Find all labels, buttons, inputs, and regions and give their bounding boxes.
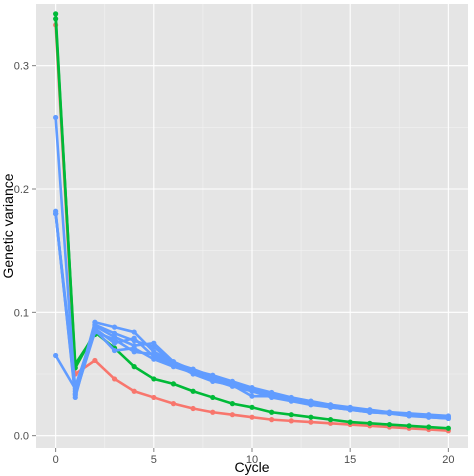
data-point — [308, 419, 314, 425]
data-point — [170, 381, 177, 387]
data-point — [210, 378, 216, 384]
series-9 — [53, 211, 451, 421]
y-tick-label: 0.2 — [14, 184, 29, 196]
data-point — [151, 356, 157, 362]
data-point — [327, 420, 334, 426]
data-point — [131, 388, 137, 394]
x-axis-title: Cycle — [234, 459, 269, 475]
data-point — [151, 376, 157, 382]
data-point — [131, 345, 137, 351]
y-axis: 0.0 0.1 0.2 0.3 — [14, 61, 36, 443]
data-point — [53, 211, 59, 217]
data-point — [327, 417, 334, 423]
data-point — [53, 352, 59, 359]
data-point — [151, 340, 157, 346]
data-point — [190, 405, 196, 412]
data-point — [269, 417, 275, 423]
data-point — [131, 335, 137, 341]
data-point — [327, 404, 334, 410]
data-point — [308, 414, 314, 420]
data-point — [131, 349, 137, 355]
data-point — [111, 376, 118, 382]
data-point — [111, 324, 118, 330]
x-tick-label: 20 — [442, 454, 454, 466]
data-point — [269, 409, 275, 415]
data-point — [92, 323, 98, 329]
data-point — [131, 364, 137, 370]
data-point — [151, 394, 157, 401]
x-tick-label: 10 — [246, 454, 258, 466]
data-point — [406, 413, 412, 419]
data-point — [210, 409, 216, 415]
data-point — [111, 347, 118, 354]
data-point — [111, 340, 118, 346]
data-point — [190, 371, 196, 377]
data-point — [53, 114, 59, 121]
data-point — [229, 401, 235, 407]
data-point — [347, 407, 353, 413]
x-tick-label: 5 — [151, 454, 157, 466]
x-tick-label: 15 — [344, 454, 356, 466]
data-point — [386, 421, 393, 428]
data-point — [406, 423, 412, 429]
data-point — [210, 394, 216, 401]
x-axis: 0 5 10 15 20 — [53, 448, 454, 466]
data-point — [367, 420, 373, 426]
data-point — [210, 372, 216, 378]
data-point — [347, 419, 353, 425]
data-point — [111, 336, 118, 343]
data-point — [170, 361, 177, 367]
y-axis-title: Genetic variance — [0, 173, 16, 278]
data-point — [53, 11, 59, 17]
data-point — [249, 388, 255, 394]
data-point — [445, 415, 451, 421]
series-layer — [53, 11, 451, 434]
data-point — [92, 357, 98, 364]
data-point — [170, 401, 177, 407]
y-tick-label: 0.3 — [14, 61, 29, 73]
data-point — [269, 393, 275, 399]
data-point — [229, 382, 235, 388]
data-point — [131, 329, 137, 335]
grid-major — [36, 4, 468, 448]
data-point — [288, 412, 294, 418]
data-point — [249, 414, 255, 420]
data-point — [288, 418, 294, 424]
data-point — [249, 393, 255, 399]
data-point — [72, 392, 78, 398]
data-point — [445, 425, 451, 431]
data-point — [229, 412, 235, 418]
data-point — [53, 16, 59, 22]
data-point — [426, 414, 432, 420]
y-tick-label: 0.0 — [14, 431, 29, 443]
data-point — [288, 397, 294, 403]
data-point — [426, 424, 432, 430]
data-point — [367, 409, 373, 415]
data-point — [249, 384, 255, 391]
data-point — [151, 351, 157, 357]
y-tick-label: 0.1 — [14, 307, 29, 319]
data-point — [229, 378, 235, 384]
data-point — [111, 330, 118, 336]
data-point — [249, 404, 255, 410]
data-point — [386, 410, 393, 417]
data-point — [308, 401, 314, 407]
data-point — [92, 329, 98, 335]
x-tick-label: 0 — [53, 454, 59, 466]
data-point — [190, 388, 196, 394]
